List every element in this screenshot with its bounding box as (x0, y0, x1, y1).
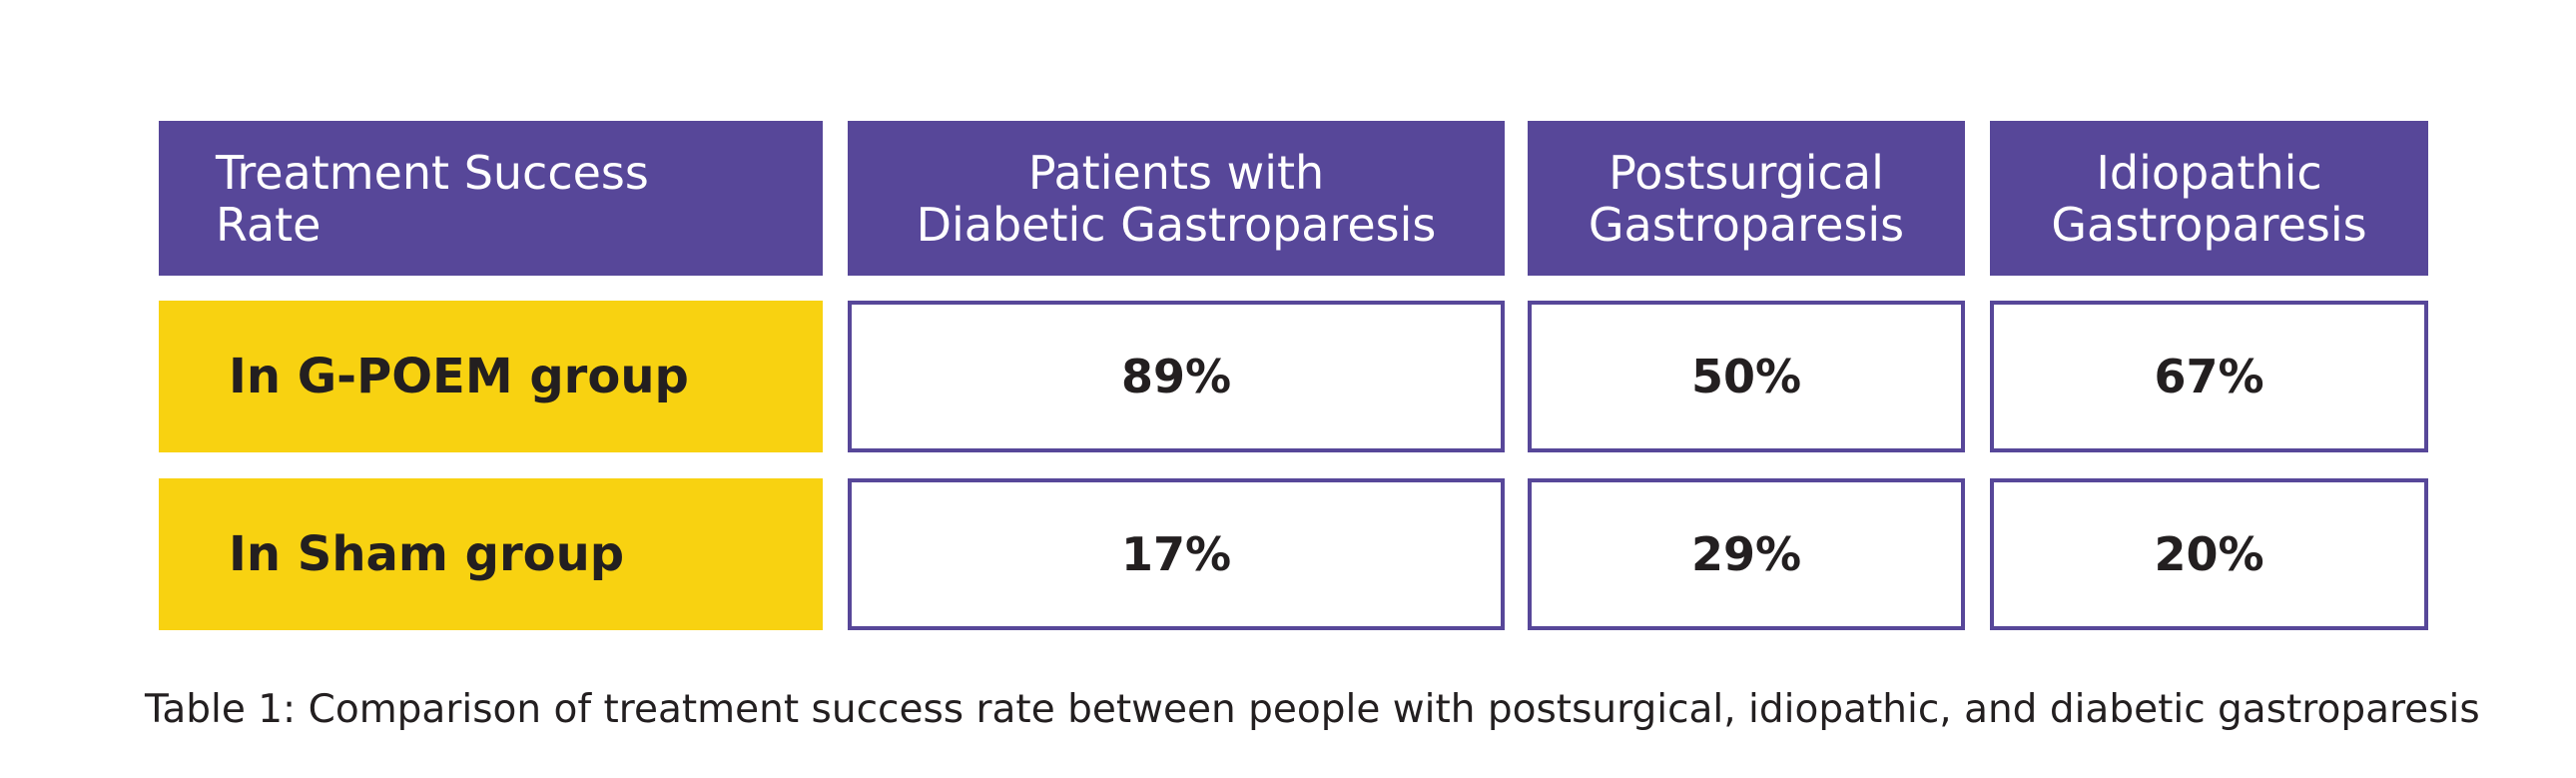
row-label-sham: In Sham group (159, 478, 823, 630)
header-treatment-success-rate: Treatment Success Rate (159, 121, 823, 276)
header-diabetic-gastroparesis: Patients with Diabetic Gastroparesis (848, 121, 1505, 276)
cell-gpoem-idiopathic: 67% (1990, 301, 2428, 452)
cell-sham-postsurgical: 29% (1528, 478, 1965, 630)
cell-sham-idiopathic: 20% (1990, 478, 2428, 630)
cell-gpoem-diabetic: 89% (848, 301, 1505, 452)
cell-gpoem-postsurgical: 50% (1528, 301, 1965, 452)
cell-sham-diabetic: 17% (848, 478, 1505, 630)
table-caption: Table 1: Comparison of treatment success… (145, 687, 2480, 732)
row-label-gpoem: In G-POEM group (159, 301, 823, 452)
header-postsurgical-gastroparesis: Postsurgical Gastroparesis (1528, 121, 1965, 276)
header-idiopathic-gastroparesis: Idiopathic Gastroparesis (1990, 121, 2428, 276)
